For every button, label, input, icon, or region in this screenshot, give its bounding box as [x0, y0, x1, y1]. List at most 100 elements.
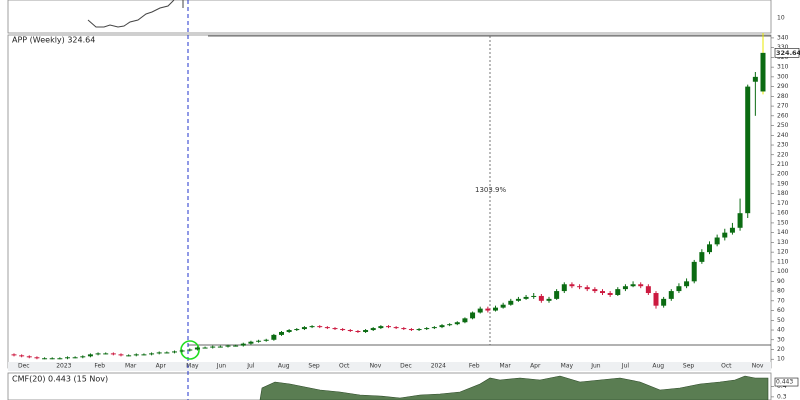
- last-price-box: [774, 48, 800, 58]
- y-tick-label: 170: [777, 200, 789, 207]
- y-tick-label: 180: [777, 190, 789, 197]
- candle-body: [477, 308, 483, 313]
- x-tick-label: Nov: [370, 363, 382, 370]
- y-tick-label: 10: [777, 356, 785, 363]
- y-tick-label: 210: [777, 161, 789, 168]
- candle-body: [416, 329, 422, 331]
- candle-body: [493, 307, 498, 311]
- candle-body: [141, 354, 147, 356]
- candle-body: [133, 354, 139, 356]
- candle-body: [95, 353, 101, 355]
- y-tick-label: 70: [777, 297, 785, 304]
- candle-body: [577, 286, 583, 288]
- x-tick-label: Mar: [500, 363, 512, 370]
- candle-body: [172, 351, 177, 353]
- candle-body: [294, 329, 300, 331]
- candle-body: [324, 327, 330, 329]
- candle-body: [156, 352, 162, 354]
- candle-body: [187, 349, 193, 351]
- candle-body: [110, 353, 116, 355]
- candle-body: [684, 281, 690, 287]
- x-tick-label: Dec: [400, 363, 412, 370]
- y-tick-label: 60: [777, 307, 785, 314]
- candle-body: [164, 352, 170, 354]
- y-tick-label: 200: [777, 171, 789, 178]
- candle-body: [378, 326, 384, 329]
- main-panel: [7, 34, 772, 369]
- candle-body: [11, 354, 17, 356]
- candle-body: [149, 353, 155, 355]
- candle-body: [691, 261, 697, 282]
- y-tick-label: 290: [777, 83, 789, 90]
- y-tick-label: 310: [777, 64, 789, 71]
- cmf-area: [259, 375, 769, 400]
- y-tick-label: 20: [777, 346, 785, 353]
- candle-body: [485, 308, 491, 311]
- candle-body: [424, 328, 430, 330]
- candle-body: [745, 86, 751, 214]
- x-axis-strip: [8, 362, 771, 371]
- candle-body: [279, 331, 284, 335]
- y-tick-label: 40: [777, 327, 785, 334]
- candle-body: [531, 295, 537, 297]
- candle-body: [248, 341, 254, 344]
- candle-body: [103, 353, 109, 355]
- y-tick-label: 230: [777, 142, 789, 149]
- candle-body: [737, 213, 743, 228]
- x-tick-label: May: [186, 363, 199, 370]
- candle-body: [515, 298, 521, 301]
- candle-body: [630, 284, 636, 287]
- candle-body: [332, 328, 338, 330]
- candle-body: [546, 298, 552, 301]
- candle-body: [401, 328, 407, 330]
- candle-body: [408, 329, 414, 331]
- candle-body: [202, 347, 208, 349]
- candle-body: [431, 327, 437, 329]
- candle-body: [676, 286, 682, 292]
- candle-body: [554, 291, 560, 299]
- candle-body: [65, 357, 70, 359]
- candle-body: [179, 350, 185, 352]
- candle-body: [87, 354, 93, 357]
- cmf-tick-label: 0.3: [777, 393, 787, 400]
- y-tick-label: 240: [777, 132, 789, 139]
- cmf-last-label: 0.443: [776, 379, 793, 386]
- candle-body: [386, 326, 391, 328]
- x-tick-label: May: [561, 363, 574, 370]
- x-tick-label: Jul: [621, 363, 630, 370]
- x-tick-label: Apr: [530, 363, 541, 370]
- y-tick-label: 300: [777, 73, 789, 80]
- candle-body: [263, 339, 269, 341]
- x-tick-label: Sep: [683, 363, 695, 370]
- candle-body: [363, 330, 369, 332]
- candle-body: [309, 326, 315, 328]
- candle-body: [301, 327, 307, 330]
- y-tick-label: 270: [777, 103, 789, 110]
- cmf-tick-label: 0.4: [777, 383, 787, 390]
- candle-body: [26, 356, 32, 358]
- candle-body: [225, 345, 231, 347]
- candle-body: [668, 291, 674, 299]
- x-tick-label: Feb: [94, 363, 105, 370]
- candle-body: [707, 244, 712, 253]
- candle-body: [661, 298, 667, 306]
- candle-body: [80, 356, 86, 358]
- x-tick-label: Jul: [246, 363, 255, 370]
- y-tick-label: 30: [777, 336, 785, 343]
- y-tick-label: 120: [777, 249, 789, 256]
- x-tick-label: 2023: [56, 363, 71, 370]
- candle-body: [454, 322, 460, 325]
- candle-body: [622, 286, 628, 290]
- candle-body: [118, 354, 124, 356]
- cmf-title: CMF(20) 0.443 (15 Nov): [12, 375, 108, 384]
- candle-body: [194, 347, 200, 350]
- candle-body: [615, 289, 621, 295]
- x-tick-label: Nov: [752, 363, 764, 370]
- y-tick-label: 220: [777, 151, 789, 158]
- candle-body: [500, 304, 506, 308]
- candle-body: [729, 227, 735, 233]
- y-tick-label: 330: [777, 44, 789, 51]
- y-tick-label: 100: [777, 268, 789, 275]
